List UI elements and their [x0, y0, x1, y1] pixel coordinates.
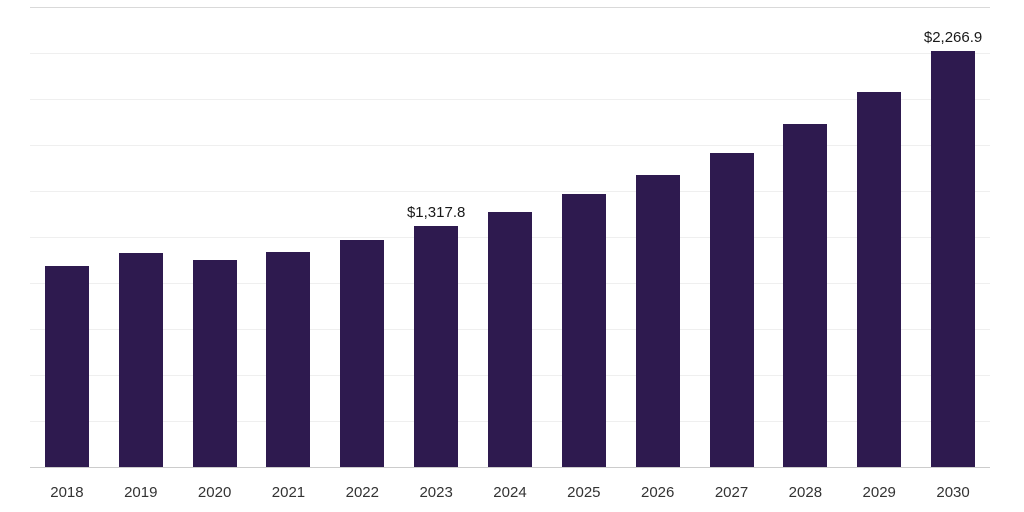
- bar-2025: [561, 194, 606, 468]
- x-tick-label-2026: 2026: [640, 483, 675, 501]
- bar-2026: [635, 175, 680, 468]
- bar-slot: [473, 8, 547, 468]
- x-tick-label-2022: 2022: [345, 483, 379, 501]
- x-tick-label-2027: 2027: [714, 483, 749, 501]
- x-axis-line: [30, 467, 990, 468]
- x-tick-label-2023: 2023: [419, 483, 453, 501]
- bar-slot: [104, 8, 178, 468]
- bar-slot: $1,317.8: [399, 8, 473, 468]
- bar-2029: [857, 91, 902, 468]
- bar-2023: [414, 225, 459, 468]
- plot-area: $1,317.8 $2,266.9: [30, 7, 990, 468]
- bar-2021: [266, 251, 311, 468]
- x-tick-label-2020: 2020: [197, 483, 232, 501]
- bar-slot: [621, 8, 695, 468]
- bar-slot: $2,266.9: [916, 8, 990, 468]
- x-tick-label-2029: 2029: [862, 483, 896, 501]
- bar-slot: [252, 8, 326, 468]
- bar-value-label-2030: $2,266.9: [923, 28, 983, 46]
- x-tick-label-2028: 2028: [788, 483, 823, 501]
- bar-2028: [783, 123, 828, 468]
- bar-slot: [30, 8, 104, 468]
- gridline: [30, 145, 990, 146]
- bar-2027: [709, 152, 754, 468]
- bar-2030: [931, 50, 976, 468]
- x-tick-label-2021: 2021: [271, 483, 306, 501]
- bar-value-label-2023: $1,317.8: [406, 203, 466, 221]
- bar-slot: [695, 8, 769, 468]
- gridline: [30, 191, 990, 192]
- x-axis-tick-labels: 2018 2019 2020 2021 2022 2023 2024 2025 2026 2027…: [30, 480, 990, 504]
- bar-2022: [340, 239, 385, 468]
- x-tick-label-2018: 2018: [50, 483, 84, 501]
- bar-slot: [178, 8, 252, 468]
- x-tick-label-2024: 2024: [493, 483, 527, 501]
- x-tick-label-2030: 2030: [936, 483, 970, 501]
- bar-2019: [118, 252, 163, 468]
- bar-slot: [842, 8, 916, 468]
- gridline: [30, 7, 990, 8]
- bar-slot: [547, 8, 621, 468]
- x-tick-label-2019: 2019: [124, 483, 158, 501]
- bar-2020: [192, 259, 237, 468]
- bar-2018: [44, 265, 89, 468]
- bar-series: $1,317.8 $2,266.9: [30, 8, 990, 468]
- bar-2024: [487, 211, 532, 468]
- bar-slot: [325, 8, 399, 468]
- gridline: [30, 53, 990, 54]
- bar-slot: [768, 8, 842, 468]
- gridline: [30, 99, 990, 100]
- x-tick-label-2025: 2025: [567, 483, 601, 501]
